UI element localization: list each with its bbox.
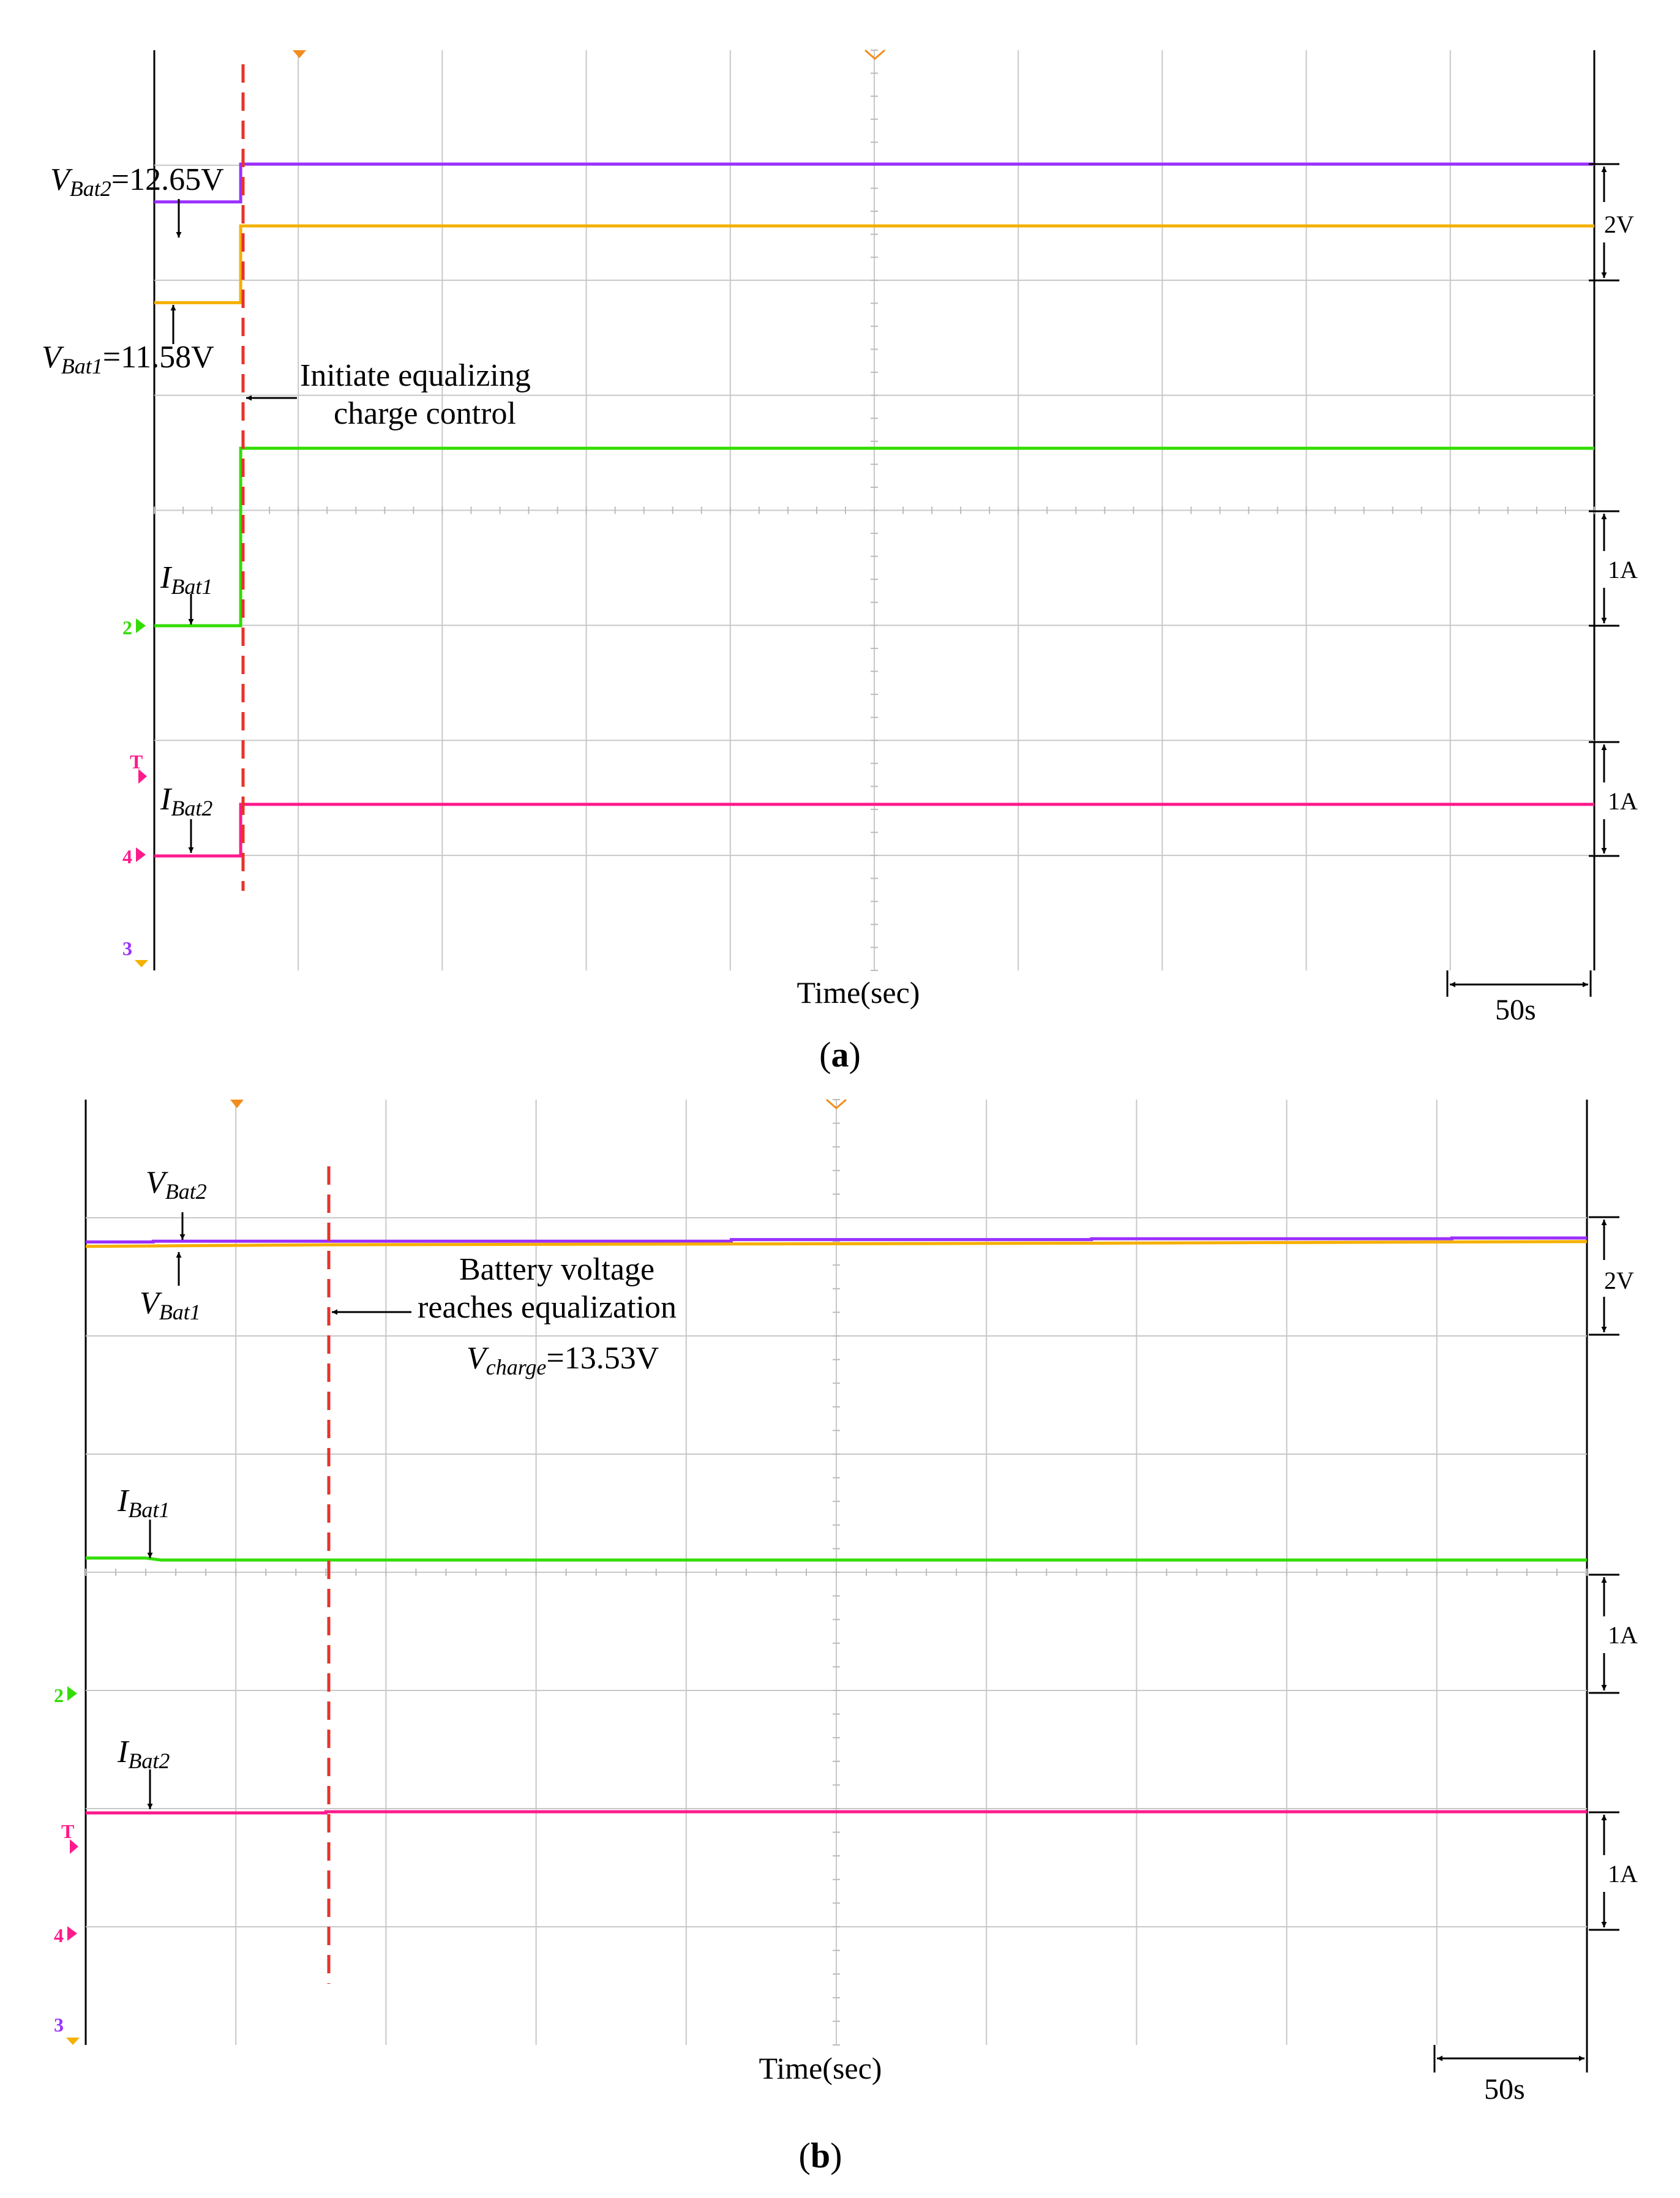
- ch3-marker-b: 3: [54, 2014, 64, 2036]
- series-a: [154, 162, 1594, 858]
- ch4-marker-b: 4: [54, 1924, 64, 1946]
- panel-a: VBat2=12.65V VBat1=11.58V Initiate equal…: [42, 49, 1638, 1075]
- ibat2-label-a: IBat2: [160, 782, 212, 820]
- vbat2-label-b: VBat2: [146, 1165, 207, 1204]
- vbat1-label-b: VBat1: [140, 1286, 201, 1324]
- ch3-marker-icon-b: [66, 2038, 80, 2045]
- center-marker-b-icon: [826, 1098, 847, 1109]
- trigger-marker-b-icon: [230, 1100, 244, 1108]
- svg-text:50s: 50s: [1495, 994, 1536, 1026]
- scale-1a-bottom-b: 1A: [1589, 1811, 1638, 1931]
- time-scale-a: 50s: [1446, 970, 1592, 1026]
- svg-text:1A: 1A: [1608, 556, 1638, 583]
- svg-text:50s: 50s: [1484, 2073, 1525, 2106]
- event-text-a-line1: Initiate equalizing: [300, 358, 531, 393]
- series-ibat1: [86, 1556, 1587, 1562]
- series-vbat1: [154, 224, 1594, 304]
- grid-b: [84, 1099, 1588, 2046]
- trigger-marker-icon: [293, 50, 306, 58]
- series-vbat2: [86, 1236, 1587, 1243]
- panel-b: VBat2 VBat1 Battery voltage reaches equa…: [54, 1098, 1638, 2175]
- series-vbat1: [85, 1240, 1588, 1248]
- ch4-marker-icon-a: [136, 847, 146, 862]
- scale-2v-b: 2V: [1589, 1216, 1634, 1336]
- svg-text:1A: 1A: [1608, 787, 1638, 815]
- event-text-a-line2: charge control: [334, 396, 516, 431]
- vcharge-label-b: Vcharge=13.53V: [467, 1341, 659, 1379]
- ch3-marker-a: 3: [122, 937, 132, 959]
- trig-marker-b: T: [61, 1820, 74, 1842]
- event-text-b-line1: Battery voltage: [459, 1252, 654, 1287]
- ch3-marker-icon-a: [135, 960, 148, 967]
- ch2-marker-icon-a: [136, 618, 146, 633]
- ch2-marker-icon-b: [67, 1686, 77, 1701]
- ibat1-label-b: IBat1: [117, 1483, 170, 1522]
- event-text-b-line2: reaches equalization: [418, 1290, 677, 1325]
- panel-label-a: (a): [819, 1035, 861, 1075]
- trig-marker-icon-b: [70, 1839, 78, 1854]
- ch2-marker-b: 2: [54, 1684, 64, 1706]
- panel-label-b: (b): [799, 2136, 842, 2175]
- grid-a: [153, 50, 1596, 971]
- trig-marker-icon-a: [138, 769, 147, 784]
- center-marker-icon: [864, 49, 885, 60]
- svg-text:1A: 1A: [1608, 1860, 1638, 1888]
- ch4-marker-a: 4: [122, 846, 132, 868]
- series-ibat2: [154, 803, 1594, 858]
- scale-1a-bottom-a: 1A: [1589, 741, 1638, 857]
- svg-text:2V: 2V: [1604, 211, 1634, 238]
- scale-2v-a: 2V: [1589, 163, 1634, 282]
- svg-text:1A: 1A: [1608, 1621, 1638, 1649]
- xlabel-b: Time(sec): [759, 2051, 882, 2085]
- ch2-marker-a: 2: [122, 617, 132, 639]
- series-ibat1: [154, 446, 1594, 628]
- series-vbat2: [154, 162, 1594, 204]
- ibat2-label-b: IBat2: [117, 1735, 170, 1773]
- scale-1a-top-b: 1A: [1589, 1573, 1638, 1694]
- vbat1-label-a: VBat1=11.58V: [42, 340, 214, 378]
- scale-1a-top-a: 1A: [1589, 510, 1638, 627]
- ch4-marker-icon-b: [67, 1926, 77, 1941]
- trig-marker-a: T: [130, 751, 143, 773]
- time-scale-b: 50s: [1433, 2045, 1588, 2106]
- svg-text:2V: 2V: [1604, 1267, 1634, 1294]
- series-ibat2: [86, 1810, 1587, 1815]
- series-b: [85, 1236, 1588, 1815]
- vbat2-label-a: VBat2=12.65V: [50, 162, 224, 201]
- ibat1-label-a: IBat1: [160, 560, 212, 599]
- xlabel-a: Time(sec): [797, 975, 920, 1010]
